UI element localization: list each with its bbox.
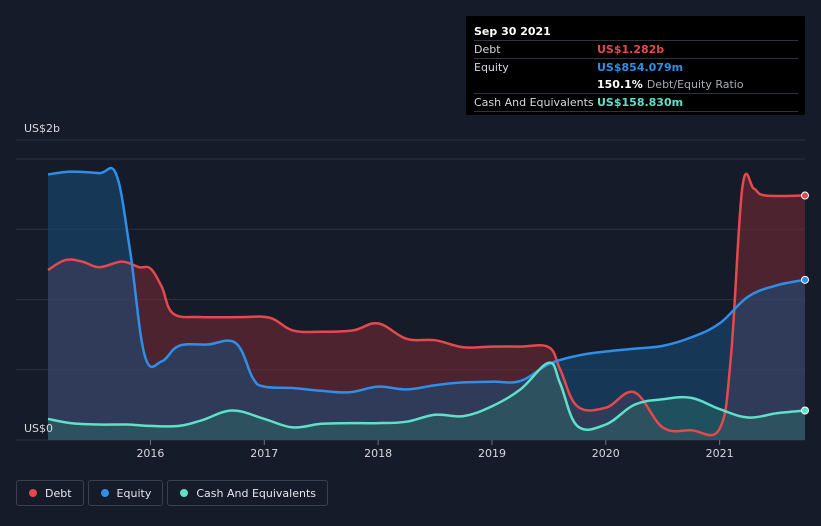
tooltip-ratio-label: Debt/Equity Ratio (646, 78, 744, 91)
legend-item-equity[interactable]: Equity (87, 480, 164, 506)
legend-label: Debt (45, 486, 72, 500)
tooltip-date: Sep 30 2021 (474, 23, 798, 41)
legend-dot-icon (29, 489, 37, 497)
tooltip-value: 150.1% (597, 78, 643, 91)
tooltip-value: US$1.282b (597, 43, 665, 56)
data-tooltip: Sep 30 2021 Debt US$1.282b Equity US$854… (466, 16, 805, 115)
chart-areas (48, 168, 805, 441)
x-tick-label: 2019 (478, 447, 506, 460)
x-tick-label: 2021 (706, 447, 734, 460)
x-tick-label: 2018 (364, 447, 392, 460)
tooltip-row-cash: Cash And Equivalents US$158.830m (474, 94, 798, 112)
y-axis-label-top: US$2b (24, 122, 60, 135)
tooltip-label (474, 76, 597, 93)
cash-and-equivalents-endpoint (801, 406, 809, 415)
tooltip-value: US$158.830m (597, 96, 684, 109)
x-tick-label: 2017 (250, 447, 278, 460)
tooltip-label: Debt (474, 43, 501, 56)
chart-legend: Debt Equity Cash And Equivalents (16, 480, 328, 506)
cash-and-equivalents-line (47, 361, 806, 431)
legend-item-cash[interactable]: Cash And Equivalents (167, 480, 328, 506)
tooltip-row-equity: Equity US$854.079m (474, 59, 798, 76)
tooltip-row-debt: Debt US$1.282b (474, 41, 798, 59)
legend-item-debt[interactable]: Debt (16, 480, 84, 506)
y-axis-label-bottom: US$0 (24, 422, 53, 435)
debt-endpoint (801, 191, 809, 200)
legend-dot-icon (100, 489, 109, 497)
cash-and-equivalents-area (48, 362, 805, 440)
debt-line (47, 172, 806, 437)
tooltip-row-ratio: 150.1% Debt/Equity Ratio (474, 76, 798, 94)
legend-label: Cash And Equivalents (196, 486, 316, 500)
chart-x-ticks: 2016 2017 2018 2019 2020 2021 (136, 440, 734, 460)
equity-endpoint (801, 275, 809, 284)
chart-endpoints (801, 191, 809, 415)
legend-dot-icon (180, 489, 189, 497)
tooltip-label: Equity (474, 61, 509, 74)
tooltip-label: Cash And Equivalents (474, 96, 594, 109)
x-tick-label: 2016 (136, 447, 164, 460)
chart-lines (47, 166, 806, 437)
x-tick-label: 2020 (592, 447, 620, 460)
legend-label: Equity (116, 486, 152, 500)
tooltip-value: US$854.079m (597, 61, 684, 74)
equity-area (48, 168, 805, 440)
equity-line (47, 166, 806, 394)
